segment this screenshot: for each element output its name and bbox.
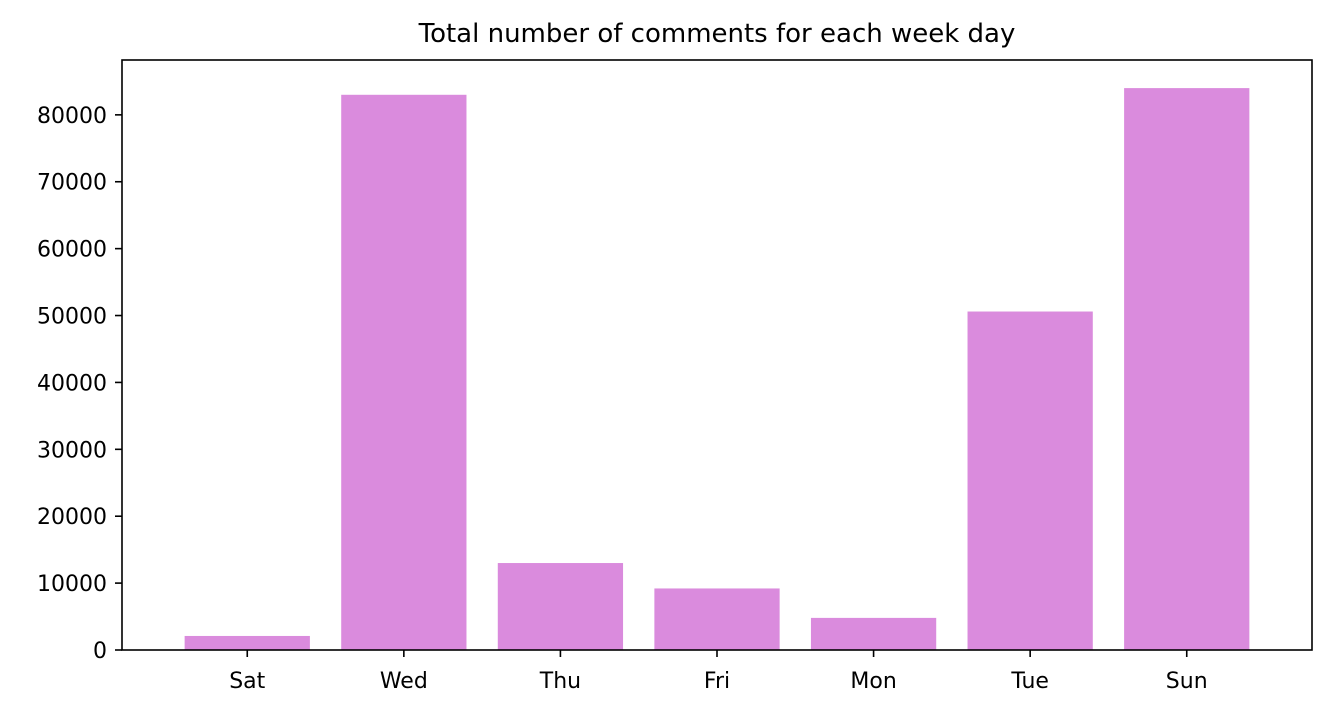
bar-tue xyxy=(967,311,1093,650)
x-tick-label: Fri xyxy=(704,669,730,694)
y-tick-label: 50000 xyxy=(37,305,107,330)
x-axis: Sat Wed Thu Fri Mon Tue Sun xyxy=(229,650,1208,694)
bar-sun xyxy=(1124,88,1250,651)
x-tick-label: Tue xyxy=(1010,669,1049,694)
y-tick-label: 20000 xyxy=(37,505,107,530)
y-tick-label: 70000 xyxy=(37,171,107,196)
y-tick-label: 40000 xyxy=(37,371,107,396)
bar-sat xyxy=(184,635,310,650)
x-tick-label: Mon xyxy=(850,669,896,694)
y-tick-label: 30000 xyxy=(37,438,107,463)
x-tick-label: Sat xyxy=(229,669,265,694)
y-tick-label: 0 xyxy=(93,639,107,664)
x-tick-label: Wed xyxy=(380,669,428,694)
y-tick-label: 80000 xyxy=(37,104,107,129)
plot-frame xyxy=(121,59,1313,651)
bar-thu xyxy=(497,563,624,650)
bar-wed xyxy=(341,94,467,650)
bar-mon xyxy=(810,617,937,650)
bars-layer xyxy=(184,88,1250,651)
y-tick-label: 60000 xyxy=(37,238,107,263)
x-tick-label: Thu xyxy=(539,669,581,694)
bar-fri xyxy=(654,588,780,650)
chart-title: Total number of comments for each week d… xyxy=(418,19,1016,49)
x-tick-label: Sun xyxy=(1166,669,1208,694)
y-tick-label: 10000 xyxy=(37,572,107,597)
y-axis: 0 10000 20000 30000 40000 50000 60000 70000 8000… xyxy=(37,104,122,664)
